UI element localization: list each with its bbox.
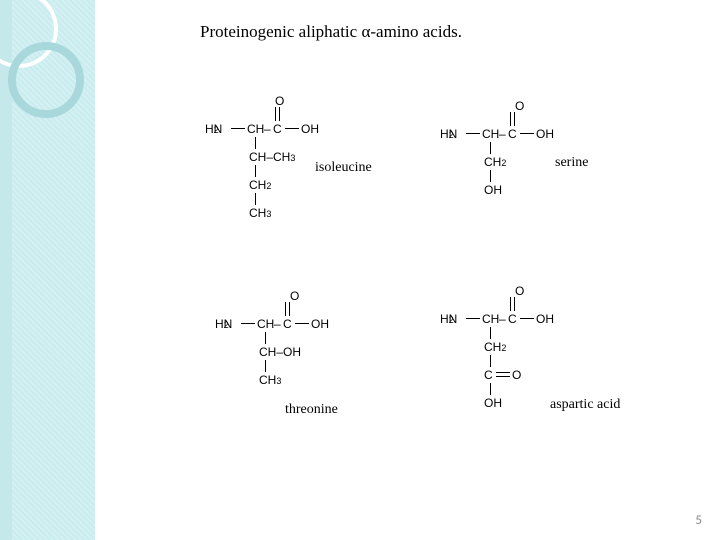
bond xyxy=(275,107,276,121)
atom-label: CH–CH3 xyxy=(249,151,290,163)
bond xyxy=(510,112,511,126)
atom-label: O xyxy=(515,285,524,297)
atom-label: H2N xyxy=(215,318,232,330)
bond xyxy=(490,170,491,182)
bond xyxy=(520,133,534,134)
bond xyxy=(490,142,491,154)
atom-label: O xyxy=(515,100,524,112)
atom-label: H2N xyxy=(440,313,457,325)
bond xyxy=(265,360,266,372)
structure-label: threonine xyxy=(285,402,338,418)
bond xyxy=(510,297,511,311)
atom-label: CH xyxy=(257,318,274,330)
deco-circle-medium xyxy=(8,42,84,118)
atom-label: OH xyxy=(484,184,502,196)
bond-dash: – xyxy=(274,318,281,330)
atom-label: CH2 xyxy=(484,156,501,168)
bond xyxy=(255,193,256,205)
bond xyxy=(231,128,245,129)
atom-label: OH xyxy=(301,123,319,135)
structure-label: aspartic acid xyxy=(550,397,620,413)
atom-label: C xyxy=(508,313,517,325)
bond xyxy=(255,165,256,177)
atom-label: O xyxy=(290,290,299,302)
atom-label: CH xyxy=(482,128,499,140)
page-number: 5 xyxy=(695,513,702,528)
atom-label: CH3 xyxy=(259,374,276,386)
bond xyxy=(490,327,491,339)
atom-label: OH xyxy=(536,128,554,140)
bond xyxy=(520,318,534,319)
structure-label: serine xyxy=(555,155,588,171)
bond xyxy=(279,107,280,121)
atom-label: CH xyxy=(247,123,264,135)
bond xyxy=(289,302,290,316)
atom-label: H2N xyxy=(440,128,457,140)
bond xyxy=(255,137,256,149)
atom-label: H2N xyxy=(205,123,222,135)
bond xyxy=(285,302,286,316)
bond xyxy=(295,323,309,324)
atom-label: OH xyxy=(484,397,502,409)
bond-dash: – xyxy=(264,123,271,135)
atom-label: CH–OH xyxy=(259,346,301,358)
bond xyxy=(466,318,480,319)
slide-title: Proteinogenic aliphatic α-amino acids. xyxy=(200,22,462,42)
bond xyxy=(514,297,515,311)
atom-label: C xyxy=(273,123,282,135)
bond xyxy=(466,133,480,134)
atom-label: OH xyxy=(311,318,329,330)
bond xyxy=(241,323,255,324)
sidebar-decoration xyxy=(0,0,95,540)
bond-dash: – xyxy=(499,128,506,140)
atom-label: CH2 xyxy=(249,179,266,191)
atom-label: O xyxy=(275,95,284,107)
atom-label: C xyxy=(484,369,493,381)
atom-label: CH2 xyxy=(484,341,501,353)
structure-label: isoleucine xyxy=(315,160,372,176)
atom-label: CH xyxy=(482,313,499,325)
bond xyxy=(514,112,515,126)
atom-label: OH xyxy=(536,313,554,325)
atom-label: C xyxy=(283,318,292,330)
bond-dash: – xyxy=(499,313,506,325)
atom-label: O xyxy=(512,369,521,381)
bond xyxy=(265,332,266,344)
atom-label: C xyxy=(508,128,517,140)
bond xyxy=(285,128,299,129)
atom-label: CH3 xyxy=(249,207,266,219)
